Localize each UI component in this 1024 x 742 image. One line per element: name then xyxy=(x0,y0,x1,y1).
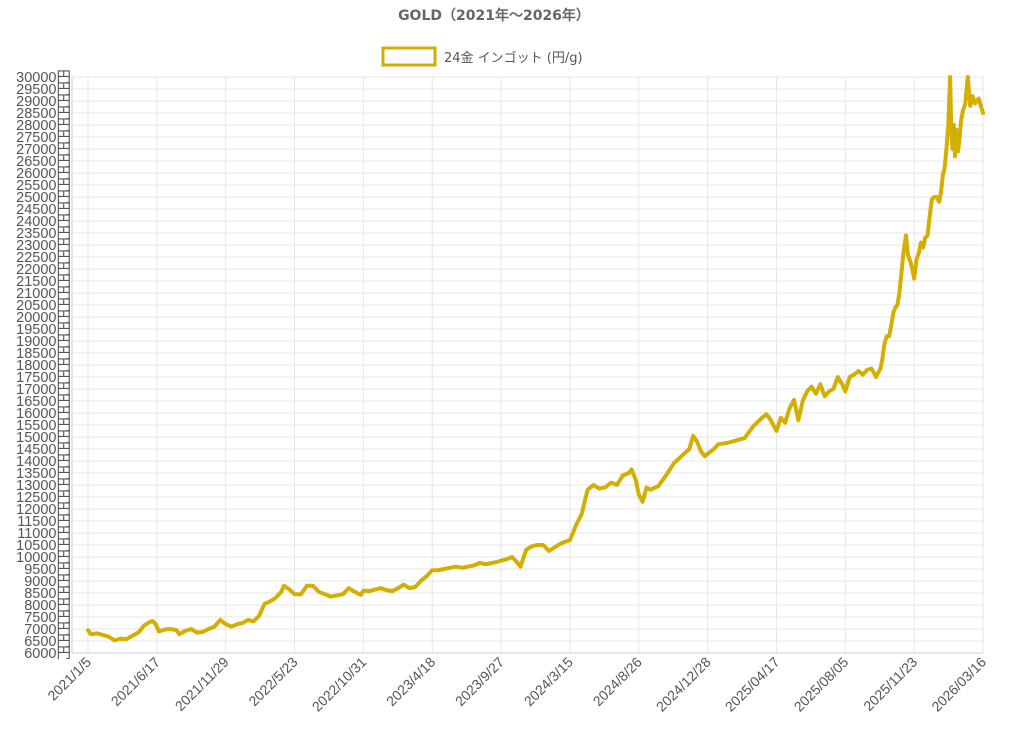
y-tick-label: 21500円 xyxy=(16,274,71,290)
x-tick-label: 2024/3/15 xyxy=(521,654,577,710)
y-tick-label: 19000円 xyxy=(16,334,71,350)
x-tick-label: 2025/04/17 xyxy=(722,654,783,715)
y-tick-label: 17000円 xyxy=(16,382,71,398)
y-tick-label: 24000円 xyxy=(16,214,71,230)
y-tick-label: 16000円 xyxy=(16,406,71,422)
x-tick-label: 2021/6/17 xyxy=(108,654,164,710)
legend-label: 24金 インゴット (円/g) xyxy=(444,50,583,66)
y-tick-label: 25500円 xyxy=(16,178,71,194)
y-axis-tick-labels: 6000円6500円7000円7500円8000円8500円9000円9500円… xyxy=(16,70,71,662)
y-tick-label: 6000円 xyxy=(24,646,71,662)
y-tick-label: 22500円 xyxy=(16,250,71,266)
x-tick-label: 2024/12/28 xyxy=(653,654,714,715)
x-tick-label: 2026/03/16 xyxy=(928,654,989,715)
y-tick-label: 12500円 xyxy=(16,490,71,506)
y-tick-label: 14500円 xyxy=(16,442,71,458)
x-tick-label: 2023/9/27 xyxy=(452,654,508,710)
y-tick-label: 22000円 xyxy=(16,262,71,278)
y-tick-label: 15500円 xyxy=(16,418,71,434)
legend-swatch xyxy=(381,46,437,67)
series-line-24k-ingot xyxy=(86,75,985,643)
y-tick-label: 20000円 xyxy=(16,310,71,326)
y-tick-label: 9500円 xyxy=(24,562,71,578)
y-tick-label: 23500円 xyxy=(16,226,71,242)
y-tick-label: 27000円 xyxy=(16,142,71,158)
y-tick-label: 25000円 xyxy=(16,190,71,206)
y-tick-label: 26000円 xyxy=(16,166,71,182)
x-tick-label: 2021/11/29 xyxy=(172,654,232,714)
y-tick-label: 9000円 xyxy=(24,574,71,590)
x-tick-label: 2022/5/23 xyxy=(245,654,301,710)
x-gridlines xyxy=(87,77,984,653)
y-tick-label: 27500円 xyxy=(16,130,71,146)
y-tick-label: 28500円 xyxy=(16,106,71,122)
x-tick-label: 2023/4/18 xyxy=(383,654,439,710)
y-tick-label: 18500円 xyxy=(16,346,71,362)
y-tick-label: 30000円 xyxy=(16,70,71,86)
y-tick-label: 16500円 xyxy=(16,394,71,410)
y-tick-label: 6500円 xyxy=(24,634,71,650)
x-tick-label: 2025/11/23 xyxy=(860,654,920,714)
y-tick-label: 7500円 xyxy=(24,610,71,626)
y-tick-label: 21000円 xyxy=(16,286,71,302)
y-tick-label: 28000円 xyxy=(16,118,71,134)
chart-title: GOLD（2021年～2026年） xyxy=(398,7,590,24)
y-tick-label: 15000円 xyxy=(16,430,71,446)
y-gridlines xyxy=(72,76,983,654)
y-tick-label: 17500円 xyxy=(16,370,71,386)
y-tick-label: 23000円 xyxy=(16,238,71,254)
y-tick-label: 8500円 xyxy=(24,586,71,602)
y-tick-label: 19500円 xyxy=(16,322,71,338)
y-tick-label: 10500円 xyxy=(16,538,71,554)
y-tick-label: 13000円 xyxy=(16,478,71,494)
y-tick-label: 29500円 xyxy=(16,82,71,98)
y-tick-label: 7000円 xyxy=(24,622,71,638)
x-tick-label: 2025/08/05 xyxy=(791,654,852,715)
y-tick-label: 13500円 xyxy=(16,466,71,482)
y-tick-label: 8000円 xyxy=(24,598,71,614)
y-tick-label: 11500円 xyxy=(17,514,71,530)
y-tick-label: 18000円 xyxy=(16,358,71,374)
x-tick-label: 2022/10/31 xyxy=(309,654,370,715)
y-tick-label: 26500円 xyxy=(16,154,71,170)
x-axis-tick-labels: 2021/1/5 2021/6/17 2021/11/29 2022/5/23 2022… xyxy=(44,654,989,715)
x-tick-label: 2024/8/26 xyxy=(590,654,646,710)
legend[interactable]: 24金 インゴット (円/g) xyxy=(381,46,583,67)
y-tick-label: 20500円 xyxy=(16,298,71,314)
y-tick-label: 14000円 xyxy=(16,454,71,470)
y-tick-label: 29000円 xyxy=(16,94,71,110)
y-tick-label: 24500円 xyxy=(16,202,71,218)
y-tick-label: 12000円 xyxy=(16,502,71,518)
y-tick-label: 10000円 xyxy=(16,550,71,566)
y-tick-label: 11000円 xyxy=(17,526,71,542)
